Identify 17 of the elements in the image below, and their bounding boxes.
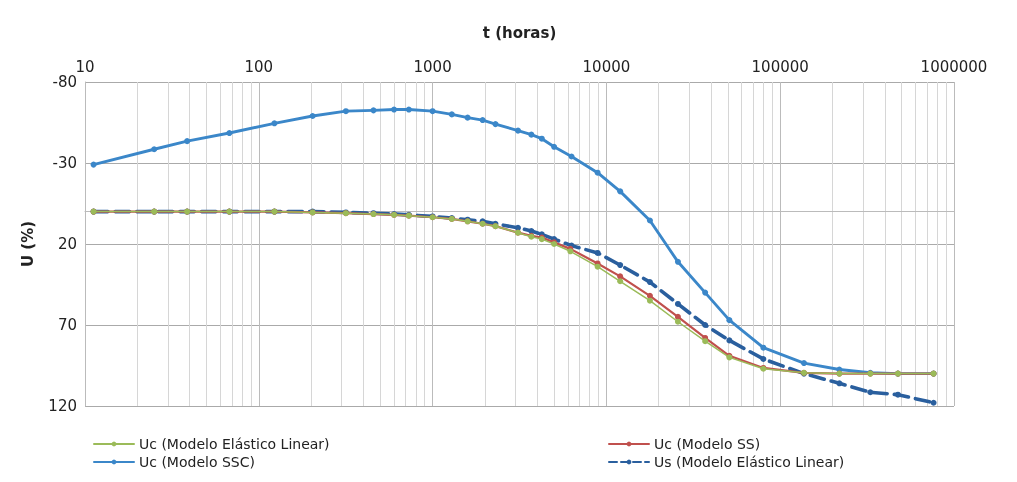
- legend-label: Uc (Modelo SSC): [139, 454, 255, 470]
- x-tick-label: 10: [75, 57, 95, 76]
- y-tick-label: -80: [52, 73, 77, 91]
- y-tick-label: 20: [57, 235, 77, 253]
- legend-label: Uc (Modelo SS): [654, 436, 761, 452]
- x-axis-title: t (horas): [482, 23, 557, 42]
- y-axis-title: U (%): [18, 220, 37, 268]
- y-tick-label: 70: [57, 316, 77, 334]
- legend-label: Uc (Modelo Elástico Linear): [139, 436, 330, 452]
- y-tick-label: 120: [48, 397, 77, 415]
- x-tick-label: 100: [244, 57, 274, 76]
- x-tick-label: 100000: [751, 57, 809, 76]
- legend-label: Us (Modelo Elástico Linear): [654, 454, 845, 470]
- x-tick-label: 10000: [582, 57, 631, 76]
- x-tick-label: 1000: [413, 57, 452, 76]
- x-tick-label: 1000000: [920, 57, 988, 76]
- y-tick-label: -30: [52, 154, 77, 172]
